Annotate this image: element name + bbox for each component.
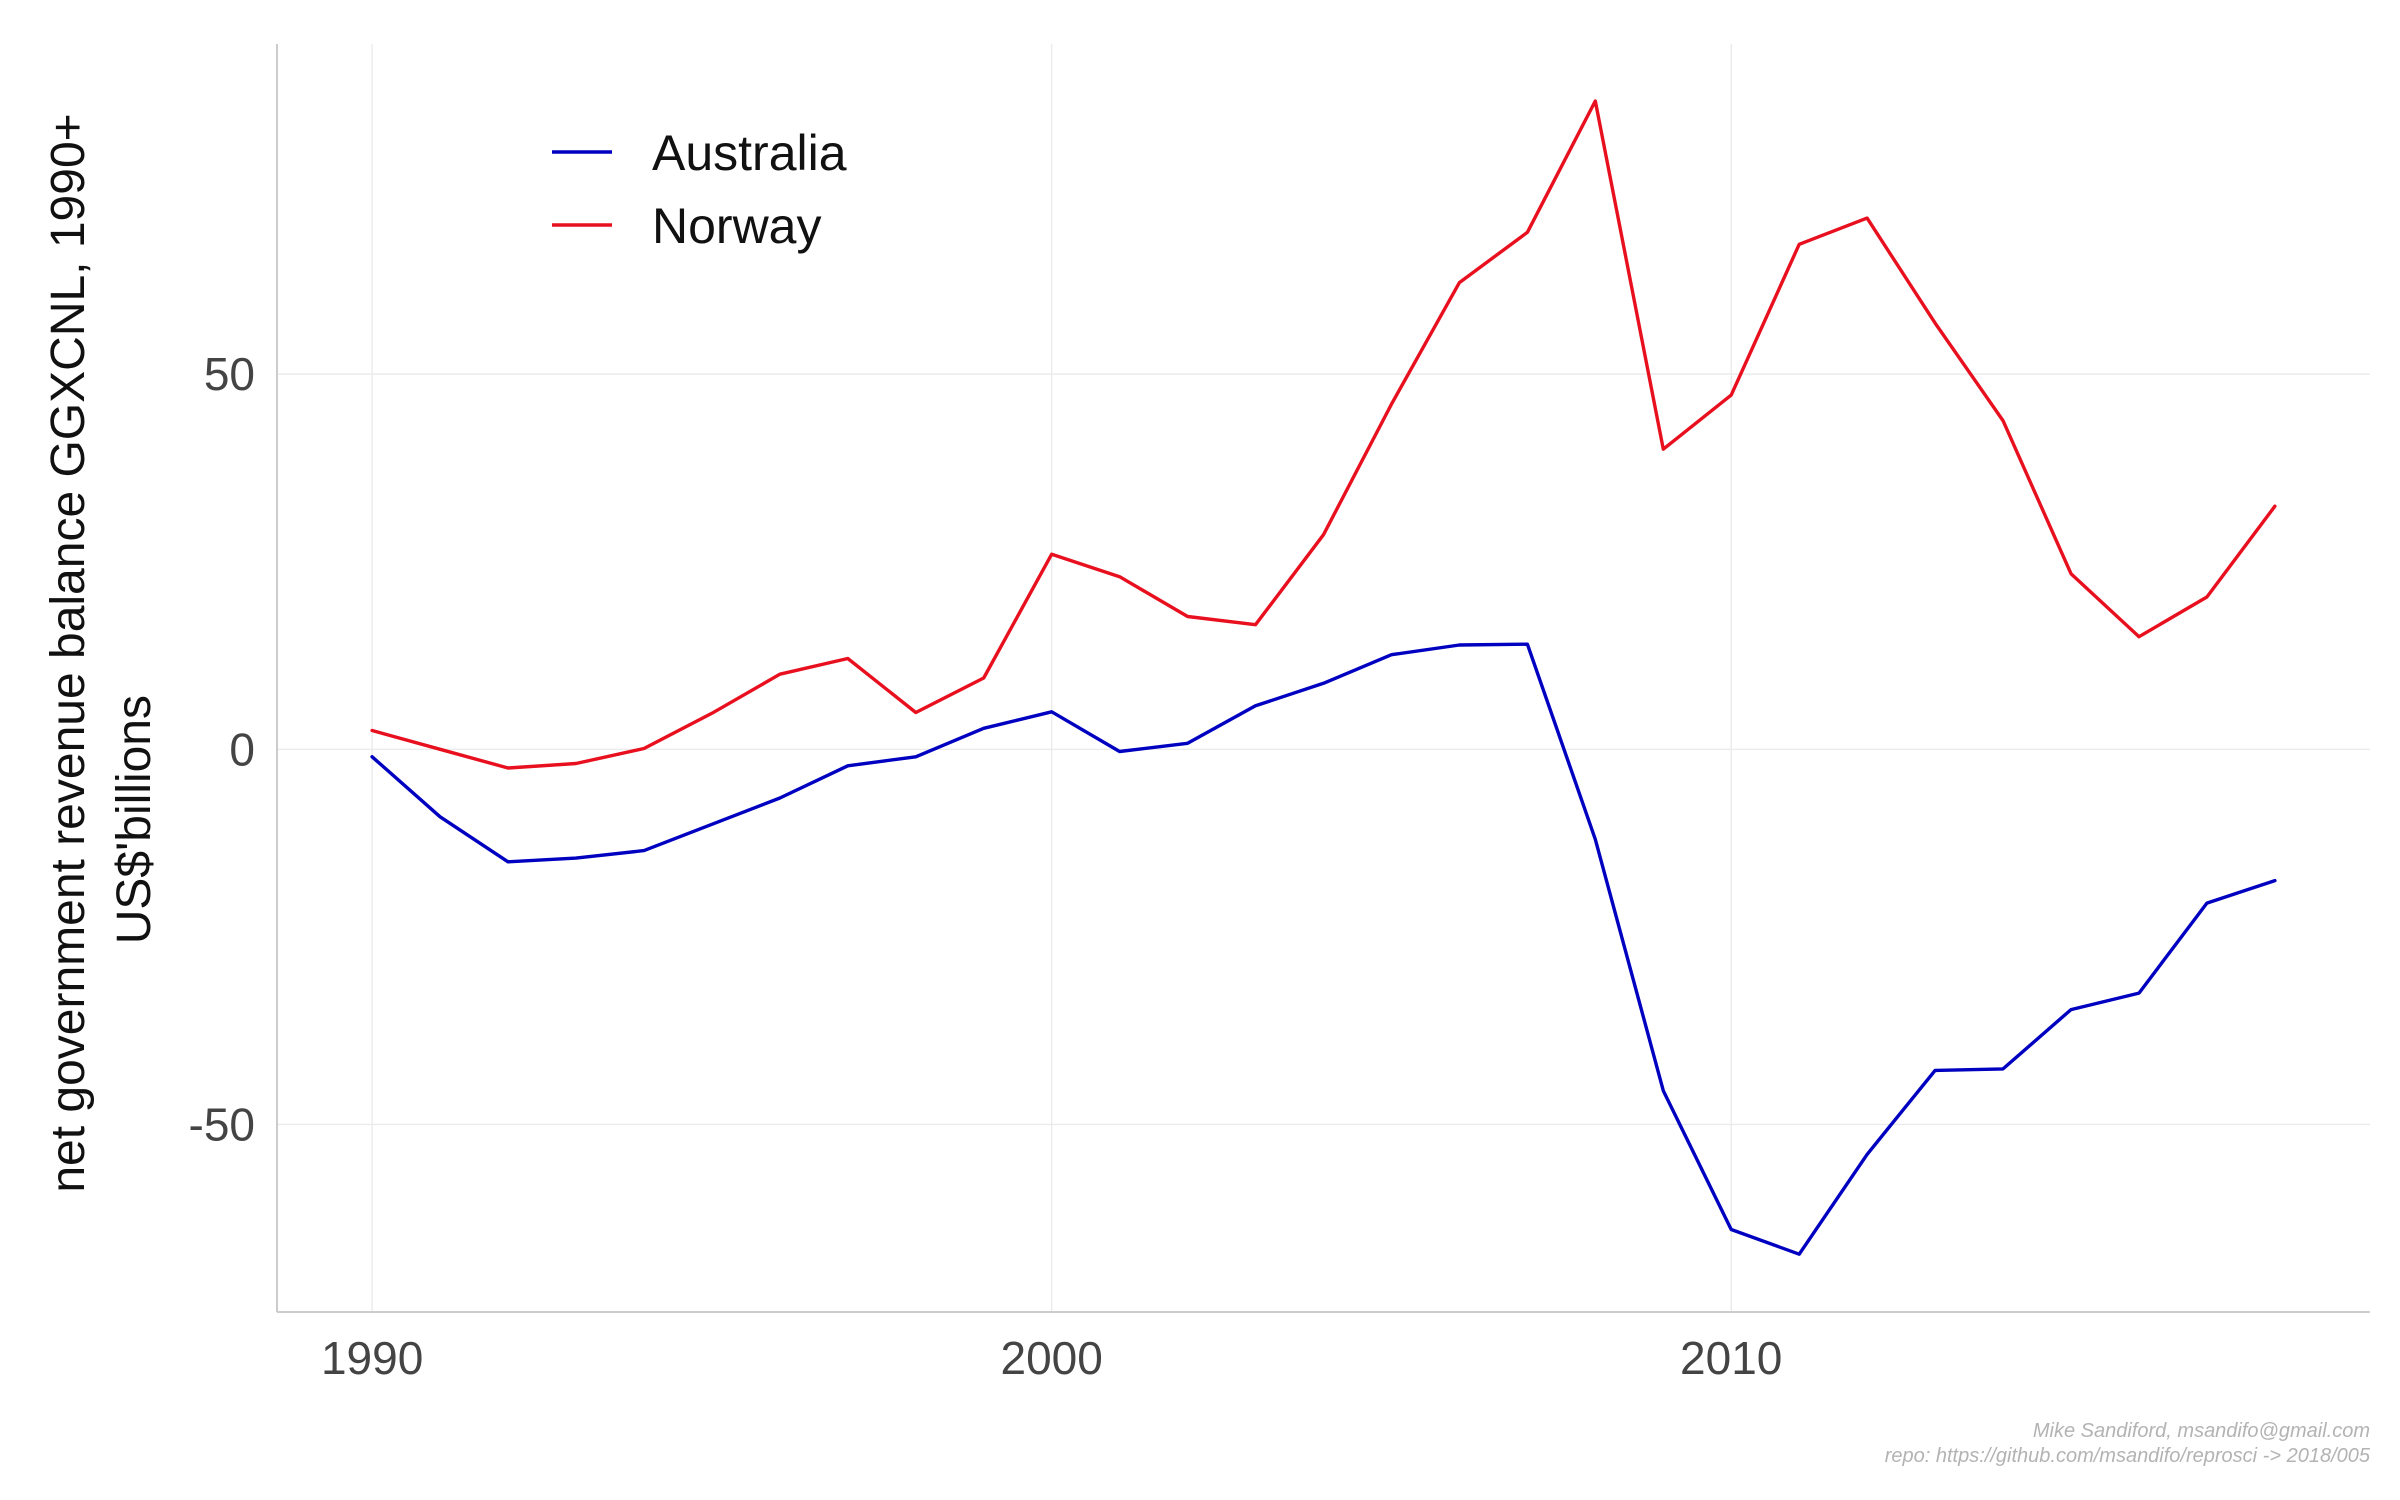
series-line-australia	[370, 642, 2277, 1256]
tick-labels: 1990 2000 2010 -50 0 50	[189, 348, 1783, 1384]
y-tick-label-2: 50	[204, 348, 255, 400]
legend: Australia Norway	[552, 125, 847, 254]
axes	[276, 44, 2370, 1313]
y-tick-label-0: -50	[189, 1098, 255, 1150]
legend-label-australia: Australia	[652, 125, 847, 181]
x-tick-label-1990: 1990	[321, 1332, 423, 1384]
y-axis-title-line-2: US$'billions	[108, 695, 161, 944]
series-line-norway	[370, 99, 2277, 770]
caption-repo: repo: https://github.com/msandifo/repros…	[1885, 1445, 2371, 1467]
caption-author: Mike Sandiford, msandifo@gmail.com	[2033, 1420, 2370, 1442]
y-tick-label-1: 0	[229, 723, 255, 775]
y-axis-title-line-1: net government revenue balance GGXCNL, 1…	[42, 113, 95, 1192]
x-tick-label-2000: 2000	[1001, 1332, 1103, 1384]
data-series	[370, 99, 2277, 1256]
y-axis-title: net government revenue balance GGXCNL, 1…	[42, 113, 161, 1192]
gridlines	[277, 44, 2370, 1312]
x-tick-label-2010: 2010	[1680, 1332, 1782, 1384]
legend-label-norway: Norway	[652, 198, 821, 254]
caption: Mike Sandiford, msandifo@gmail.com repo:…	[1885, 1420, 2371, 1467]
